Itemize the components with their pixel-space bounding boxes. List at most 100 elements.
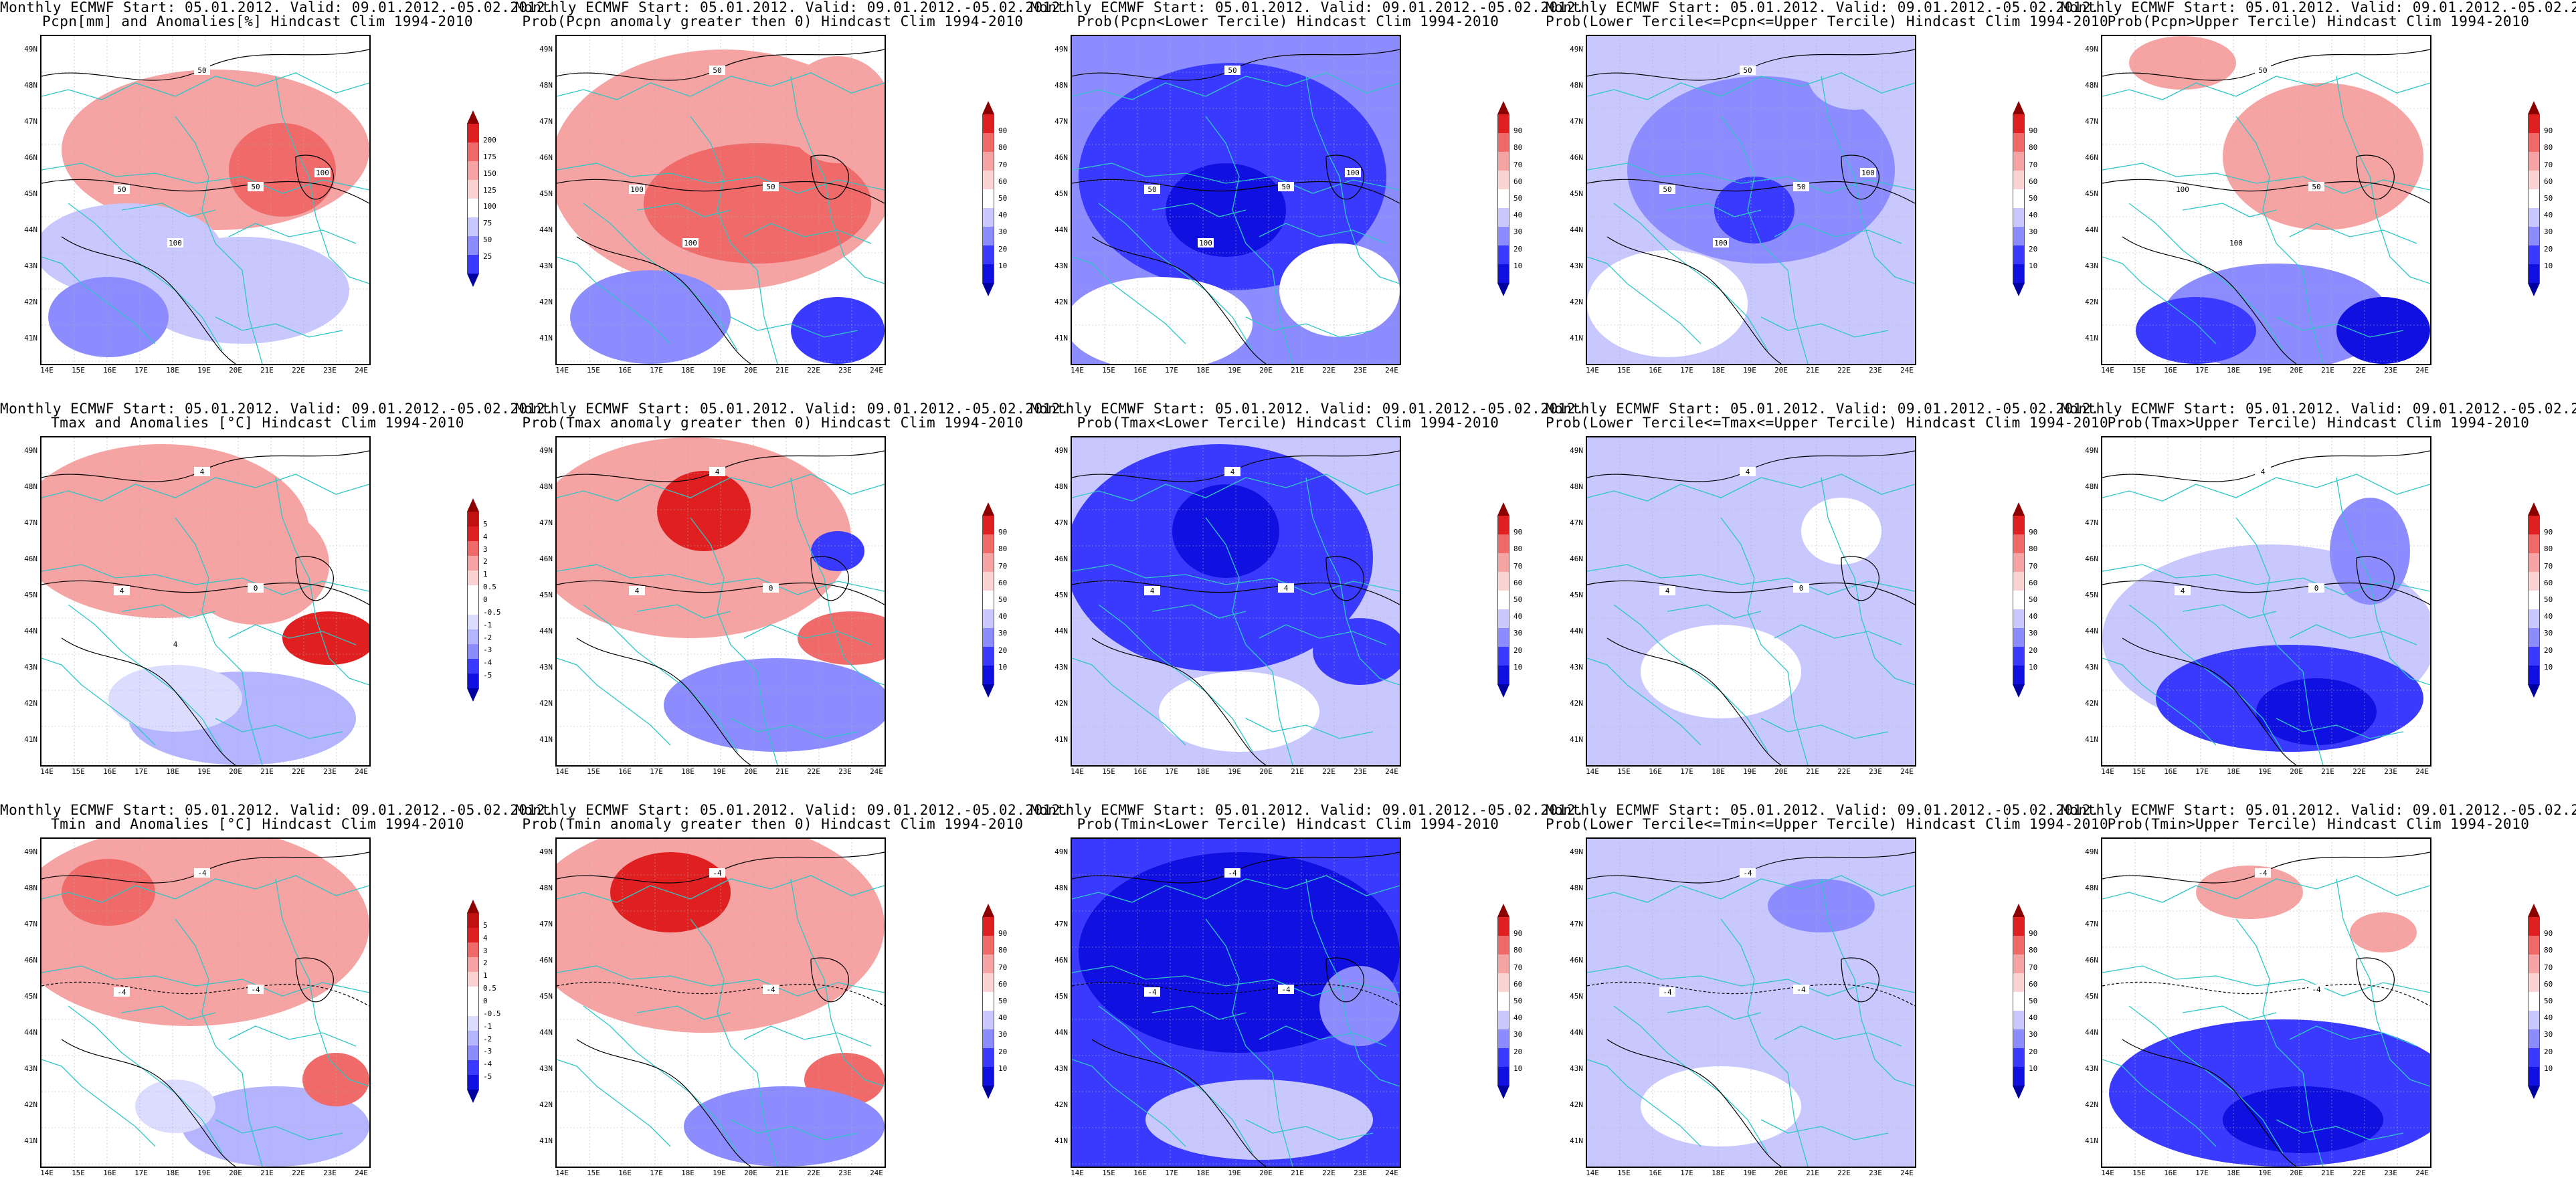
map-area: 4 0 4 — [1586, 436, 1916, 767]
colorbar-segment — [2013, 534, 2025, 553]
country-border — [2336, 477, 2430, 686]
colorbar-max-arrow — [1497, 502, 1509, 516]
contour-label: 4 — [1284, 584, 1289, 593]
country-border — [1587, 658, 1701, 746]
longitude-label: 24E — [2415, 1169, 2429, 1177]
colorbar-label: 90 — [2544, 126, 2553, 136]
country-border — [2102, 72, 2430, 100]
shaded-area — [2129, 36, 2236, 90]
colorbar-label: 75 — [483, 219, 492, 228]
colorbar-segment — [1497, 189, 1509, 208]
contour-label-box — [1144, 586, 1160, 595]
longitude-label: 23E — [323, 366, 337, 375]
colorbar-segment — [1497, 647, 1509, 666]
latitude-label: 47N — [2085, 518, 2098, 527]
longitude-label: 15E — [2132, 1169, 2146, 1177]
colorbar-segment — [982, 189, 994, 208]
latitude-label: 49N — [1054, 446, 1068, 455]
panel-title: Monthly ECMWF Start: 05.01.2012. Valid: … — [0, 802, 555, 818]
colorbar-label: 30 — [1513, 629, 1523, 638]
contour-label-box — [1224, 467, 1240, 476]
latitude-label: 41N — [1054, 1136, 1068, 1145]
colorbar-max-arrow — [2013, 904, 2025, 917]
contour-label: -4 — [1147, 988, 1157, 997]
colorbar-label: -4 — [483, 1060, 492, 1069]
country-border — [557, 658, 671, 746]
longitude-label: 18E — [1712, 767, 1725, 776]
country-border — [790, 477, 885, 686]
longitude-label: 15E — [2132, 366, 2146, 375]
contour-line — [2122, 637, 2297, 765]
colorbar — [982, 904, 994, 1099]
colorbar-segment — [467, 255, 479, 274]
latitude-label: 42N — [539, 1100, 553, 1109]
colorbar-label: 10 — [1513, 662, 1523, 672]
longitude-label: 22E — [1837, 767, 1851, 776]
country-border — [175, 116, 263, 364]
latitude-label: 44N — [2085, 627, 2098, 635]
country-border — [1098, 1005, 1253, 1154]
panel-title: Monthly ECMWF Start: 05.01.2012. Valid: … — [515, 401, 1070, 417]
colorbar-segment — [982, 936, 994, 955]
colorbar-label: 10 — [1513, 1064, 1523, 1073]
colorbar-segment — [2013, 133, 2025, 152]
colorbar-label: 80 — [1513, 946, 1523, 955]
longitude-label: 15E — [1617, 1169, 1631, 1177]
longitude-label: 16E — [1649, 1169, 1662, 1177]
colorbar-segment — [982, 917, 994, 936]
colorbar-segment — [982, 245, 994, 264]
country-border — [41, 875, 369, 903]
contour-label: 50 — [1147, 185, 1156, 194]
latitude-label: 47N — [1570, 518, 1583, 527]
panel-title: Monthly ECMWF Start: 05.01.2012. Valid: … — [1030, 802, 1585, 818]
contour-label: -4 — [2312, 985, 2321, 994]
country-border — [1259, 624, 1387, 645]
shaded-area — [229, 123, 336, 217]
contour-line — [1091, 637, 1267, 765]
panel-subtitle: Prob(Tmin<Lower Tercile) Hindcast Clim 1… — [1077, 816, 1499, 832]
colorbar-max-arrow — [2528, 101, 2540, 114]
colorbar-max-arrow — [467, 110, 479, 124]
country-border — [2128, 1005, 2284, 1154]
country-border — [1587, 163, 1915, 194]
colorbar-label: 50 — [1513, 194, 1523, 203]
colorbar-label: 90 — [998, 929, 1008, 938]
latitude-label: 41N — [1570, 334, 1583, 342]
contour-label-box — [248, 985, 264, 994]
contour-line — [576, 1039, 751, 1167]
longitude-label: 14E — [2101, 1169, 2114, 1177]
colorbar-segment — [1497, 936, 1509, 955]
longitude-label: 19E — [1228, 1169, 1241, 1177]
colorbar-segment — [2528, 666, 2540, 684]
latitude-label: 42N — [1054, 699, 1068, 708]
latitude-label: 49N — [539, 45, 553, 54]
latitude-label: 47N — [1570, 920, 1583, 928]
longitude-label: 19E — [1743, 767, 1756, 776]
colorbar-segment — [2013, 1029, 2025, 1048]
latitude-label: 47N — [24, 920, 37, 928]
contour-line — [2102, 179, 2430, 204]
longitude-label: 24E — [355, 366, 368, 375]
country-border — [1587, 474, 1915, 502]
map-panel: Monthly ECMWF Start: 05.01.2012. Valid: … — [0, 401, 554, 803]
colorbar-segment — [2528, 516, 2540, 534]
contour-label-box — [194, 868, 210, 878]
map-panel: Monthly ECMWF Start: 05.01.2012. Valid: … — [1030, 401, 1584, 803]
colorbar-segment — [467, 972, 479, 987]
longitude-label: 23E — [1869, 366, 1882, 375]
latitude-label: 43N — [1570, 262, 1583, 270]
colorbar-label: 20 — [2029, 645, 2038, 655]
contour-label-box — [2228, 238, 2244, 247]
country-border — [636, 1005, 731, 1020]
colorbar-label: 40 — [2029, 211, 2038, 220]
longitude-label: 22E — [1322, 767, 1336, 776]
country-border — [790, 878, 885, 1087]
contour-line — [1606, 1039, 1782, 1167]
country-border — [557, 965, 885, 997]
longitude-label: 20E — [1259, 767, 1273, 776]
map-area: 4 0 4 — [2101, 436, 2431, 767]
latitude-label: 43N — [2085, 1064, 2098, 1073]
colorbar-segment — [2528, 534, 2540, 553]
colorbar-segment — [1497, 208, 1509, 227]
latitude-label: 41N — [2085, 735, 2098, 744]
